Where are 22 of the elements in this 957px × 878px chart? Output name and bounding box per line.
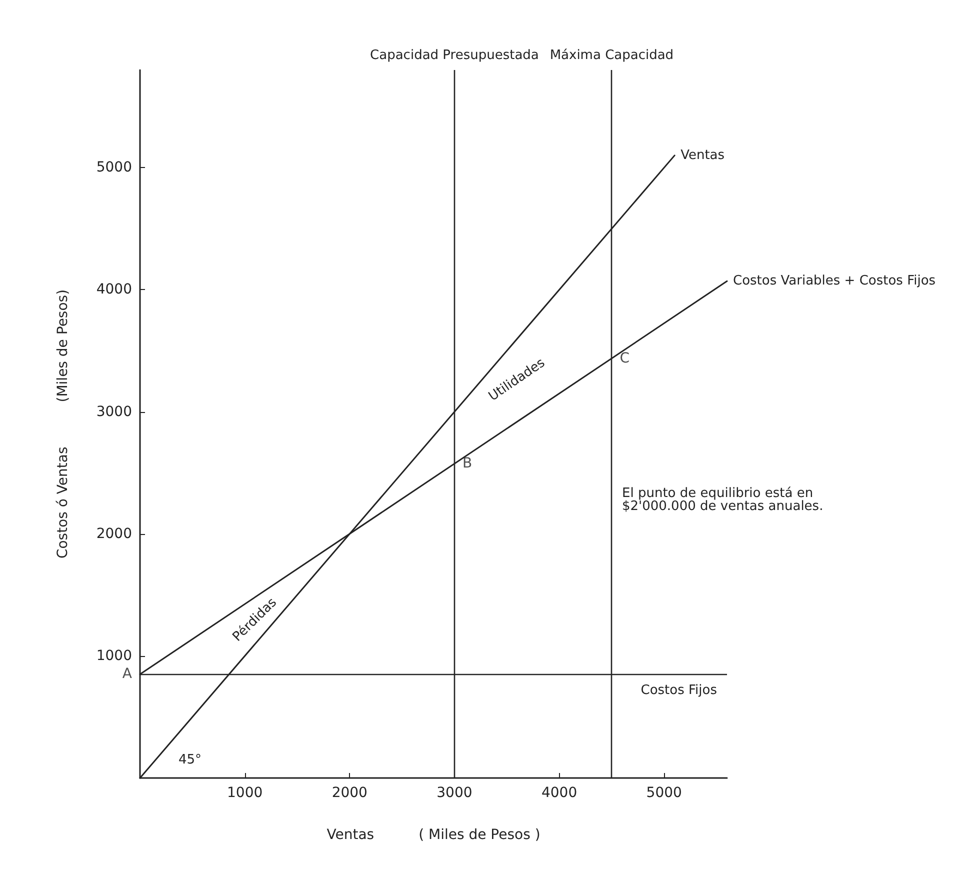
x-tick-label: 4000 [541, 785, 578, 801]
ref-line-label: Costos Fijos [640, 683, 718, 698]
x-tick-label: 5000 [646, 785, 682, 801]
annotation: B [462, 456, 472, 472]
ref-line-label: Capacidad Presupuestada [370, 48, 539, 63]
series-label: Ventas [680, 148, 725, 163]
x-tick-label: 2000 [332, 785, 368, 801]
y-tick-label: 5000 [96, 160, 132, 176]
x-tick-label: 1000 [227, 785, 263, 801]
y-tick-label: 1000 [96, 648, 132, 664]
x-tick-label: 3000 [436, 785, 472, 801]
y-tick-label: 3000 [96, 404, 132, 420]
y-tick-label: 2000 [96, 526, 132, 542]
annotation: 45° [178, 752, 202, 768]
y-axis-title: Costos ó Ventas (Miles de Pesos) [55, 289, 71, 559]
y-tick-label: 4000 [96, 282, 132, 298]
annotation: El punto de equilibrio está en $2'000.000 de ventas anuales. [622, 486, 824, 514]
ref-line-label: Máxima Capacidad [550, 48, 674, 63]
x-axis-title: Ventas ( Miles de Pesos ) [326, 827, 540, 843]
annotation: A [122, 666, 132, 682]
series-label: Costos Variables + Costos Fijos [733, 274, 936, 289]
annotation: C [620, 350, 630, 366]
